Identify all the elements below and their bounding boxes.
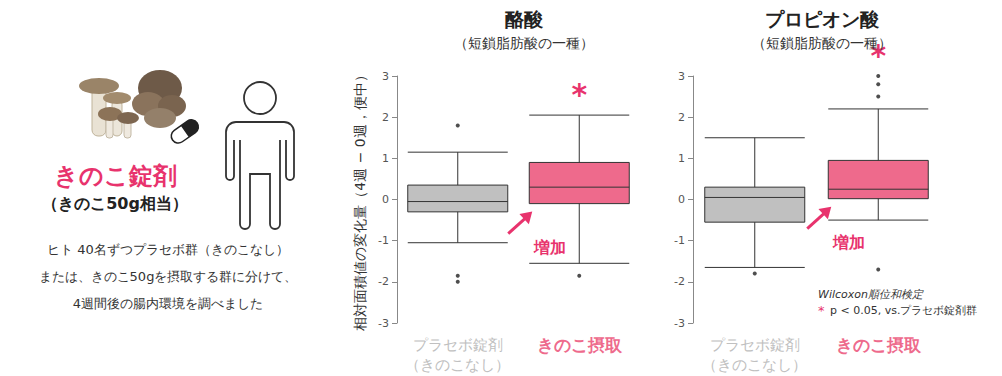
svg-text:0: 0 — [382, 193, 389, 206]
svg-text:p < 0.05, vs.プラセボ錠剤群: p < 0.05, vs.プラセボ錠剤群 — [830, 304, 977, 317]
svg-text:Wilcoxon順位和検定: Wilcoxon順位和検定 — [818, 288, 924, 301]
svg-text:相対面積値の変化量（4週 − 0週，便中）: 相対面積値の変化量（4週 − 0週，便中） — [352, 68, 368, 330]
svg-text:プラセボ錠剤: プラセボ錠剤 — [710, 336, 800, 354]
svg-text:増加: 増加 — [533, 238, 566, 257]
svg-text:-3: -3 — [378, 317, 389, 330]
svg-text:1: 1 — [382, 152, 389, 165]
html-text:4週間後の腸内環境を調べました: 4週間後の腸内環境を調べました — [72, 296, 264, 311]
svg-text:2: 2 — [382, 111, 389, 124]
svg-text:（きのこなし）: （きのこなし） — [405, 356, 510, 374]
svg-text:-3: -3 — [674, 317, 685, 330]
svg-text:*: * — [818, 303, 825, 318]
svg-text:1: 1 — [678, 152, 685, 165]
svg-text:増加: 増加 — [832, 233, 865, 252]
svg-text:-2: -2 — [674, 275, 685, 288]
svg-text:-1: -1 — [674, 234, 685, 247]
svg-text:酪酸: 酪酸 — [505, 8, 544, 30]
svg-text:プロピオン酸: プロピオン酸 — [765, 8, 880, 30]
html-text:または、きのこ50gを摂取する群に分けて、: または、きのこ50gを摂取する群に分けて、 — [38, 269, 298, 284]
svg-text:2: 2 — [678, 111, 685, 124]
html-text:きのこ錠剤: きのこ錠剤 — [53, 162, 177, 190]
svg-text:（短鎖脂肪酸の一種）: （短鎖脂肪酸の一種） — [752, 35, 892, 51]
html-text:ヒト 40名ずつプラセボ群（きのこなし）: ヒト 40名ずつプラセボ群（きのこなし） — [47, 242, 289, 257]
svg-text:-1: -1 — [378, 234, 389, 247]
svg-text:*: * — [571, 77, 587, 112]
svg-text:3: 3 — [382, 70, 389, 83]
svg-text:-2: -2 — [378, 275, 389, 288]
svg-text:プラセボ錠剤: プラセボ錠剤 — [413, 336, 503, 354]
html-text:（きのこ50g相当）: （きのこ50g相当） — [42, 194, 188, 213]
svg-text:0: 0 — [678, 193, 685, 206]
svg-text:きのこ摂取: きのこ摂取 — [537, 335, 623, 355]
svg-text:3: 3 — [678, 70, 685, 83]
svg-text:（きのこなし）: （きのこなし） — [702, 356, 807, 374]
svg-text:（短鎖脂肪酸の一種）: （短鎖脂肪酸の一種） — [454, 35, 594, 51]
svg-text:きのこ摂取: きのこ摂取 — [836, 335, 922, 355]
